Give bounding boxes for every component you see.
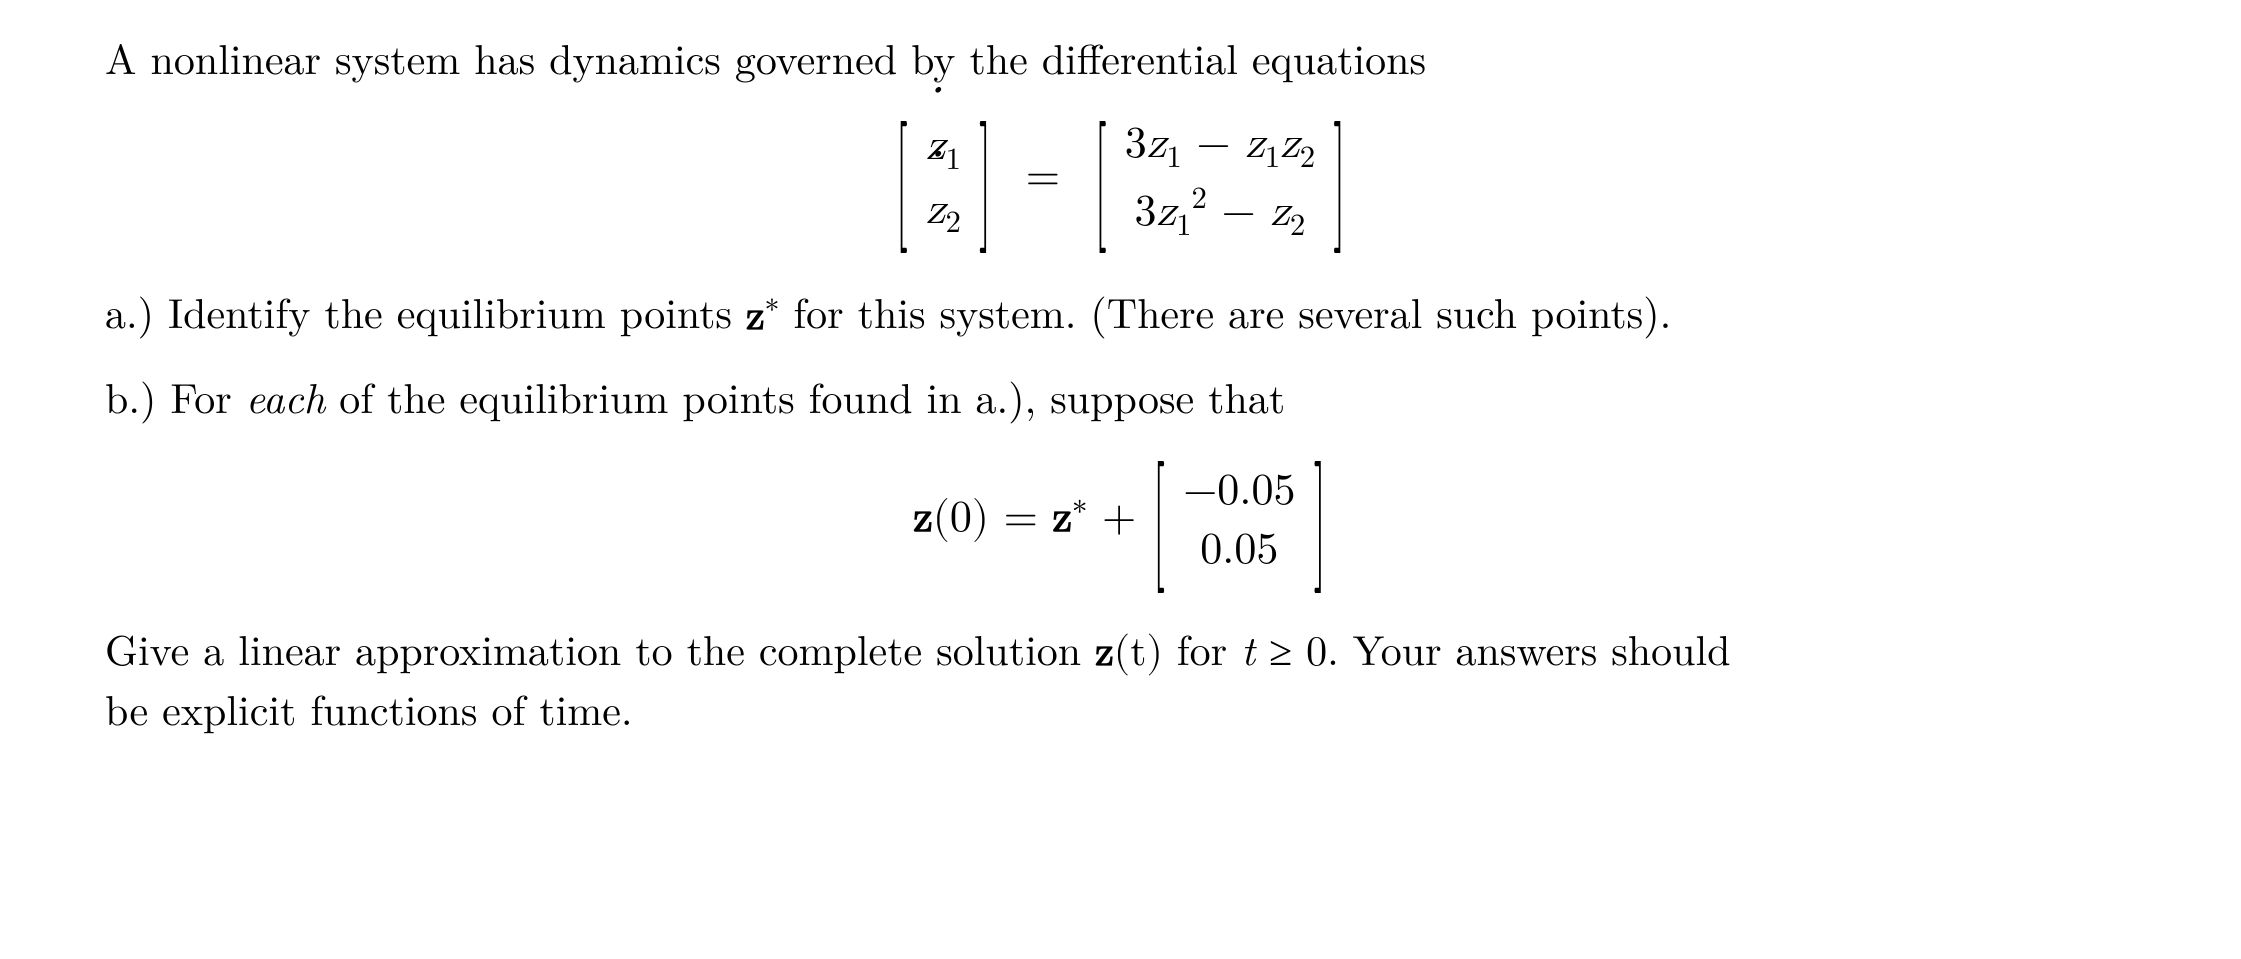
closing1: Give a linear approximation to the compl…	[105, 619, 1095, 678]
rhs-vector: [ 3z1 − z1z2 3z12 − z2 ]	[1093, 113, 1348, 249]
intro-paragraph: A nonlinear system has dynamics governed…	[105, 30, 2136, 87]
bracket-left-icon: [	[894, 115, 910, 247]
bracket-right-icon: ]	[977, 115, 993, 247]
part-a-label: a.)	[105, 283, 154, 342]
bracket-right-icon: ]	[1312, 455, 1328, 587]
equation-system: [ z1 z2 ] = [ 3z1 − z1z2 3z12 − z2 ]	[105, 113, 2136, 249]
part-a-text-before: Identify the equilibrium points	[154, 283, 746, 342]
z-of-t: z(t)	[1095, 632, 1163, 674]
bracket-right-icon: ]	[1331, 115, 1347, 247]
lhs-vector: [ z1 z2 ]	[894, 115, 993, 246]
perturbation-vector: [ −0.05 0.05 ]	[1151, 460, 1328, 583]
each-italic: each	[246, 367, 325, 426]
initial-condition-equation: z(0) = z∗ + [ −0.05 0.05 ]	[105, 460, 2136, 583]
closing-tail: . Your answers should	[1327, 619, 1730, 678]
z-star: z∗	[746, 296, 779, 338]
bracket-left-icon: [	[1151, 455, 1167, 587]
closing-for: for	[1163, 619, 1241, 678]
closing-line-1: Give a linear approximation to the compl…	[105, 621, 2136, 682]
part-b-after: of the equilibrium points found in a.), …	[325, 367, 1285, 426]
bracket-left-icon: [	[1093, 115, 1109, 247]
t-ge-0: t ≥ 0	[1241, 619, 1327, 678]
z0-lhs: z(0) = z∗ +	[913, 496, 1151, 540]
part-a-text-after: for this system. (There are several such…	[779, 283, 1671, 342]
problem-statement: A nonlinear system has dynamics governed…	[0, 0, 2241, 738]
perturb-r1: −0.05	[1183, 462, 1295, 521]
part-b-before: For	[156, 367, 245, 426]
perturb-r2: 0.05	[1200, 521, 1278, 580]
part-b: b.) For each of the equilibrium points f…	[105, 369, 2136, 426]
part-a: a.) Identify the equilibrium points z∗ f…	[105, 284, 2136, 345]
part-b-label: b.)	[105, 367, 156, 426]
closing-line-2: be explicit functions of time.	[105, 681, 2136, 738]
equals-sign: =	[1026, 155, 1060, 199]
